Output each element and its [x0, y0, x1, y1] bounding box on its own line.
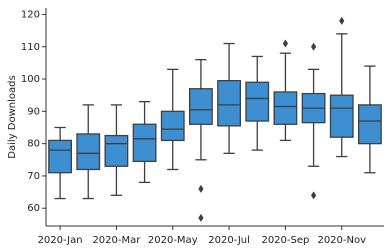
- x-tick-label: 2020-Jul: [208, 235, 250, 246]
- outlier: [339, 16, 345, 25]
- box: [188, 88, 213, 125]
- box: [48, 139, 72, 174]
- x-tick-label: 2020-Nov: [317, 235, 366, 246]
- y-tick-label: 60: [27, 203, 40, 214]
- y-tick-label: 120: [21, 9, 40, 20]
- outlier: [282, 39, 289, 48]
- y-tick-label: 100: [21, 74, 40, 85]
- y-tick-label: 110: [21, 42, 40, 53]
- box: [217, 80, 241, 127]
- y-axis-label: Daily Downloads: [7, 75, 18, 158]
- box: [76, 133, 101, 171]
- box: [329, 94, 354, 138]
- outlier: [310, 42, 317, 51]
- x-tick-label: 2020-May: [148, 235, 198, 246]
- outlier: [310, 191, 317, 200]
- y-tick-label: 90: [27, 106, 40, 117]
- box: [273, 91, 298, 125]
- box: [160, 110, 185, 142]
- outlier: [198, 184, 204, 193]
- x-tick-label: 2020-Jan: [38, 235, 83, 246]
- box: [357, 104, 382, 145]
- box: [104, 134, 129, 167]
- box: [132, 123, 157, 163]
- x-tick-label: 2020-Mar: [92, 235, 141, 246]
- y-tick-label: 70: [27, 171, 40, 182]
- x-tick-label: 2020-Sep: [261, 235, 309, 246]
- outlier: [198, 213, 204, 222]
- box: [245, 81, 270, 122]
- y-tick-label: 80: [27, 139, 40, 150]
